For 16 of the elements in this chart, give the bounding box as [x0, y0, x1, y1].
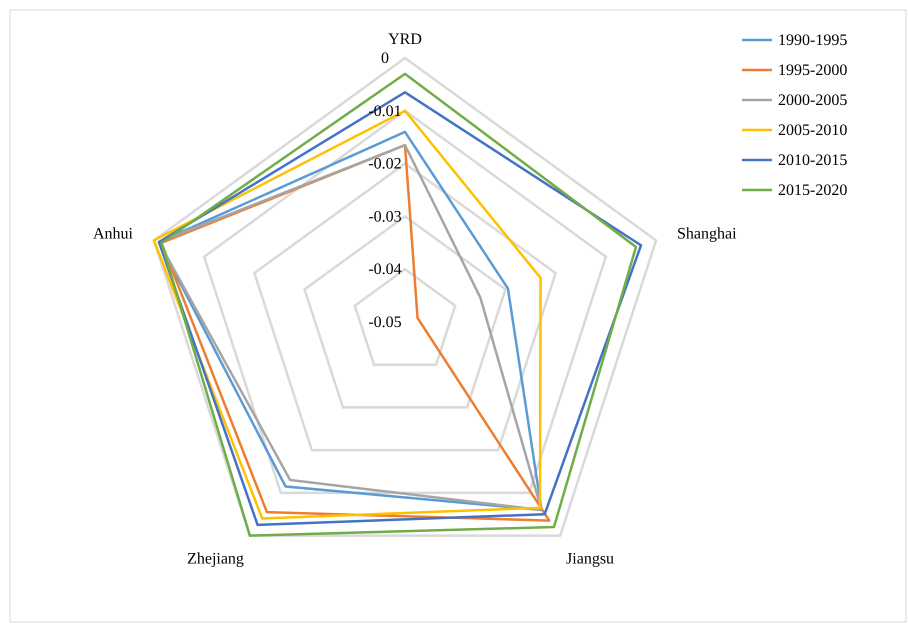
spoke-label: Anhui [93, 226, 134, 243]
legend-label: 2000-2005 [778, 92, 848, 109]
spoke-label: YRD [388, 31, 422, 48]
spoke-label: Jiangsu [566, 550, 614, 568]
legend-label: 2005-2010 [778, 122, 848, 139]
legend-label: 1990-1995 [778, 32, 848, 49]
spoke-label: Zhejiang [187, 550, 244, 568]
y-tick-label: -0.04 [368, 261, 402, 278]
legend-label: 1995-2000 [778, 62, 848, 79]
y-tick-label: -0.03 [368, 208, 402, 226]
legend-label: 2010-2015 [778, 152, 848, 169]
y-tick-label: -0.02 [368, 156, 402, 173]
y-tick-label: -0.05 [368, 314, 402, 331]
y-tick-label: 0 [381, 50, 389, 67]
legend-label: 2015-2020 [778, 182, 848, 199]
spoke-label: Shanghai [677, 226, 738, 243]
